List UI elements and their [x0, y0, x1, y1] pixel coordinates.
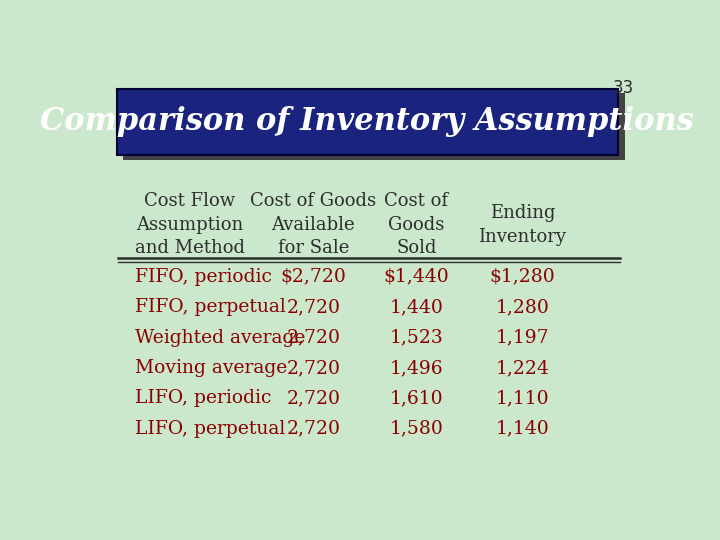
Text: 2,720: 2,720 — [287, 420, 341, 437]
Text: 1,523: 1,523 — [390, 328, 444, 347]
Text: Cost of
Goods
Sold: Cost of Goods Sold — [384, 192, 449, 258]
Text: 1,280: 1,280 — [495, 298, 549, 316]
Text: Cost Flow
Assumption
and Method: Cost Flow Assumption and Method — [135, 192, 245, 258]
Text: LIFO, perpetual: LIFO, perpetual — [135, 420, 285, 437]
Text: Moving average: Moving average — [135, 359, 287, 377]
Text: Weighted average: Weighted average — [135, 328, 305, 347]
Text: 2,720: 2,720 — [287, 298, 341, 316]
FancyBboxPatch shape — [124, 93, 624, 160]
Text: FIFO, periodic: FIFO, periodic — [135, 268, 271, 286]
FancyBboxPatch shape — [117, 89, 618, 156]
Text: 1,496: 1,496 — [390, 359, 444, 377]
Text: $1,440: $1,440 — [384, 268, 449, 286]
Text: LIFO, periodic: LIFO, periodic — [135, 389, 271, 407]
Text: 2,720: 2,720 — [287, 389, 341, 407]
Text: 1,224: 1,224 — [495, 359, 549, 377]
Text: 1,140: 1,140 — [495, 420, 549, 437]
Text: 1,580: 1,580 — [390, 420, 444, 437]
Text: $1,280: $1,280 — [490, 268, 555, 286]
Text: Ending
Inventory: Ending Inventory — [479, 204, 567, 246]
Text: 2,720: 2,720 — [287, 328, 341, 347]
Text: 1,610: 1,610 — [390, 389, 444, 407]
Text: 2,720: 2,720 — [287, 359, 341, 377]
Text: 33: 33 — [613, 79, 634, 97]
Text: 1,197: 1,197 — [495, 328, 549, 347]
Text: $2,720: $2,720 — [280, 268, 346, 286]
Text: Comparison of Inventory Assumptions: Comparison of Inventory Assumptions — [40, 106, 694, 137]
Text: 1,110: 1,110 — [495, 389, 549, 407]
Text: FIFO, perpetual: FIFO, perpetual — [135, 298, 285, 316]
Text: 1,440: 1,440 — [390, 298, 444, 316]
Text: Cost of Goods
Available
for Sale: Cost of Goods Available for Sale — [250, 192, 377, 258]
